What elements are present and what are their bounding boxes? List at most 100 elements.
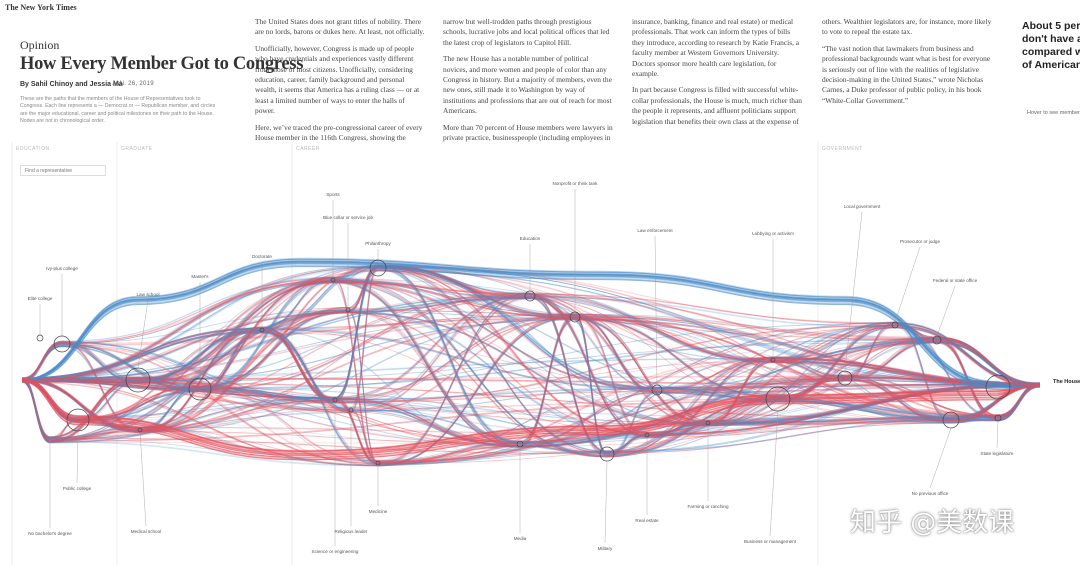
member-bundle [21,263,1041,389]
member-bundle [21,379,1041,452]
label-leader [894,246,921,323]
member-path [21,325,1041,424]
member-path [21,326,1041,439]
member-bundle [21,379,1041,461]
member-bundle [21,379,1041,455]
member-bundle [21,379,1041,452]
member-path [21,314,1041,466]
member-path [21,315,1041,466]
member-path [21,316,1041,467]
member-path [21,343,1041,443]
node-label: Sports [326,192,340,197]
member-path [21,297,1041,392]
member-bundle [21,379,1041,457]
member-path [21,374,1041,456]
section-header: GRADUATE [121,146,153,152]
member-path [21,341,1041,432]
member-path [21,281,1041,456]
member-path [21,278,1041,458]
member-bundle [21,379,1041,456]
member-path [21,358,1041,385]
member-path [21,268,1041,448]
member-path [21,264,1041,456]
member-path [21,315,1041,400]
member-path [21,346,1041,424]
member-bundle [21,379,1041,454]
member-path [21,312,1041,458]
member-path [21,266,1041,435]
label-leader [769,410,779,537]
node-label: Local government [844,204,881,209]
member-path [21,266,1041,452]
node-label: State legislature [981,451,1014,456]
member-path [21,295,1041,434]
member-path [21,378,1041,440]
member-path [21,267,1041,443]
member-path [21,306,1041,464]
member-path [21,296,1041,454]
member-path [21,294,1041,433]
member-path [21,280,1041,421]
member-path [21,266,1041,444]
node-label: Law school [137,292,160,297]
member-path [21,277,1041,443]
search-box[interactable]: Find a representative [20,165,106,176]
watermark: 知乎 @美数课 [850,508,1015,538]
member-path [21,280,1041,389]
member-path [21,297,1041,452]
member-path [21,282,1041,464]
paragraph: The new House has a notable number of po… [443,54,612,116]
hover-hint: Hover to see members w [1027,110,1080,116]
member-path [21,265,1041,418]
node-label: Nonprofit or think tank [553,181,599,186]
member-path [21,377,1041,465]
member-path [21,269,1041,420]
member-path [21,280,1041,448]
member-path [21,309,1041,439]
column: narrow but well-trodden paths through pr… [443,17,613,149]
member-bundle [21,379,1041,453]
member-bundle [21,261,1041,388]
section-header: GOVERNMENT [822,146,863,152]
member-bundle [21,379,1041,452]
member-bundle [21,263,1041,389]
member-path [21,319,1041,457]
section-header: EDUCATION [16,146,50,152]
member-path [21,380,1041,464]
member-bundle [21,379,1041,461]
member-path [21,281,1041,453]
member-bundle [21,264,1041,390]
member-path [21,296,1041,386]
member-path [21,293,1041,384]
milestone-node [36,334,44,342]
member-path [21,279,1041,445]
member-path [21,268,1041,441]
node-label: Law enforcement [637,228,673,233]
member-bundle [21,258,1041,388]
member-bundle [21,265,1041,390]
member-path [21,295,1041,418]
member-path [21,269,1041,442]
member-path [21,327,1041,422]
member-bundle [21,379,1041,456]
member-path [21,267,1041,453]
member-path [21,338,1041,390]
label-leader [76,430,79,484]
member-path [21,293,1041,422]
byline: By Sahil Chinoy and Jessia Ma [20,81,123,88]
member-path [21,379,1041,444]
section-header: CAREER [296,146,320,152]
paragraph: others. Wealthier legislators are, for i… [822,17,992,37]
member-path [21,330,1041,466]
member-bundle [21,379,1041,452]
node-label: Prosecutor or judge [900,239,941,244]
paragraph: The United States does not grant titles … [255,17,425,37]
member-bundle [21,379,1041,458]
member-path [21,314,1041,434]
member-path [21,270,1041,422]
member-path [21,279,1041,398]
milestone-node [985,374,1011,400]
member-path [21,265,1041,426]
member-path [21,316,1041,447]
